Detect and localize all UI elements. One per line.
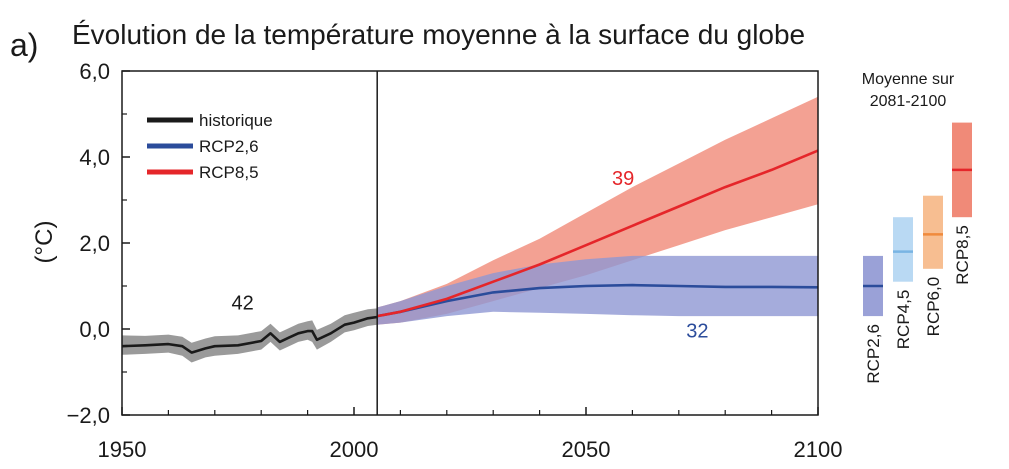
model-counts: 42 39 32 xyxy=(232,168,709,343)
line-rcp85 xyxy=(376,149,819,318)
x-tick-label: 2000 xyxy=(330,437,379,462)
chart-title: Évolution de la température moyenne à la… xyxy=(72,19,805,50)
side-bar-label-rcp60: RCP6,0 xyxy=(924,277,943,337)
y-tick-label: 2,0 xyxy=(79,231,110,256)
x-tick-label: 2100 xyxy=(794,437,843,462)
y-tick-label: 4,0 xyxy=(79,145,110,170)
y-axis-label: (°C) xyxy=(31,221,58,264)
band-historique xyxy=(122,308,378,363)
model-count-rcp85: 39 xyxy=(612,168,634,190)
band-rcp26 xyxy=(377,255,818,325)
x-axis: 1950 2000 2050 2100 xyxy=(98,407,843,462)
y-tick-label: 0,0 xyxy=(79,317,110,342)
side-panel-title-line1: Moyenne sur xyxy=(862,71,955,88)
side-bar-rcp45 xyxy=(893,217,913,282)
side-panel: Moyenne sur 2081-2100 RCP2,6 RCP4,5 RCP6,0… xyxy=(862,71,972,384)
model-count-rcp26: 32 xyxy=(686,321,708,343)
legend-label-rcp26: RCP2,6 xyxy=(199,137,259,156)
side-bar-label-rcp45: RCP4,5 xyxy=(894,290,913,350)
y-tick-label: −2,0 xyxy=(67,403,110,428)
x-tick-label: 2050 xyxy=(562,437,611,462)
side-panel-bars: RCP2,6 RCP4,5 RCP6,0 RCP8,5 xyxy=(863,122,972,384)
line-historique xyxy=(121,315,378,354)
line-rcp26 xyxy=(376,283,819,318)
x-tick-label: 1950 xyxy=(98,437,147,462)
plot-area: −2,0 0,0 2,0 4,0 6,0 1950 2000 2050 2100 (°C) 4… xyxy=(31,59,842,462)
legend-label-rcp85: RCP8,5 xyxy=(199,163,259,182)
mean-lines xyxy=(121,149,819,354)
legend-label-historique: historique xyxy=(199,111,273,130)
band-rcp85 xyxy=(377,96,818,325)
legend: historique RCP2,6 RCP8,5 xyxy=(147,111,273,182)
y-axis: −2,0 0,0 2,0 4,0 6,0 xyxy=(67,59,130,428)
y-tick-label: 6,0 xyxy=(79,59,110,84)
side-panel-title-line2: 2081-2100 xyxy=(870,93,947,110)
model-count-historique: 42 xyxy=(232,293,254,315)
panel-label: a) xyxy=(10,27,38,63)
side-bar-label-rcp26: RCP2,6 xyxy=(864,324,883,384)
side-bar-label-rcp85: RCP8,5 xyxy=(953,225,972,285)
side-bar-rcp60 xyxy=(923,195,943,269)
